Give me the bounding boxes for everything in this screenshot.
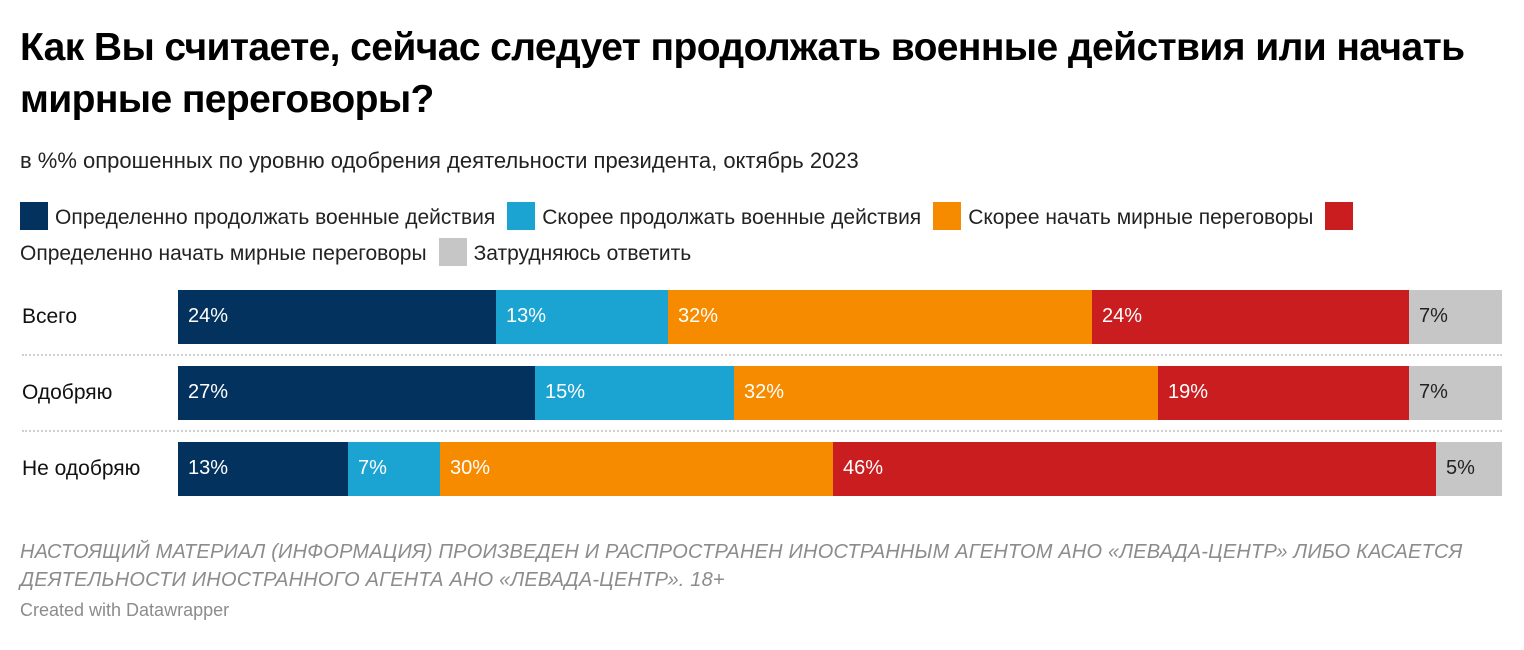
bar-segment: 19% xyxy=(1158,366,1409,420)
data-label: 30% xyxy=(450,457,491,479)
row-separator xyxy=(22,430,1502,432)
bar-segment: 46% xyxy=(833,442,1436,496)
legend-label: Определенно начать мирные переговоры xyxy=(20,242,427,265)
data-label: 15% xyxy=(545,381,586,403)
bar-segment: 7% xyxy=(348,442,440,496)
legend-swatch xyxy=(20,202,48,230)
data-label: 32% xyxy=(744,381,785,403)
stacked-bar: 13% 7% 30% 46% 5% xyxy=(178,442,1502,496)
bar-segment: 27% xyxy=(178,366,535,420)
data-label: 5% xyxy=(1446,457,1475,479)
data-label: 46% xyxy=(843,457,884,479)
category-label: Одобряю xyxy=(22,381,113,404)
category-label: Не одобряю xyxy=(22,457,141,480)
legend-swatch xyxy=(507,202,536,230)
bar-segment: 7% xyxy=(1409,290,1502,344)
chart-subtitle: в %% опрошенных по уровню одобрения деят… xyxy=(20,148,859,173)
data-label: 19% xyxy=(1168,381,1209,403)
legend-label: Определенно продолжать военные действия xyxy=(55,206,496,229)
legend-swatch xyxy=(1325,202,1354,230)
chart-credit: Created with Datawrapper xyxy=(20,600,230,620)
chart-notes: НАСТОЯЩИЙ МАТЕРИАЛ (ИНФОРМАЦИЯ) ПРОИЗВЕД… xyxy=(20,541,1463,591)
data-label: 24% xyxy=(188,305,229,327)
chart-title: Как Вы считаете, сейчас следует продолжа… xyxy=(20,26,1465,121)
stacked-bar: 24% 13% 32% 24% 7% xyxy=(178,290,1502,344)
legend-label: Скорее начать мирные переговоры xyxy=(968,206,1314,229)
legend-item: Определенно продолжать военные действия xyxy=(20,202,496,230)
data-label: 24% xyxy=(1102,305,1143,327)
bar-segment: 13% xyxy=(496,290,668,344)
bar-segment: 32% xyxy=(734,366,1158,420)
data-label: 13% xyxy=(188,457,229,479)
legend-item: Определенно начать мирные переговоры xyxy=(20,202,1360,265)
legend-swatch xyxy=(933,202,962,230)
bar-segment: 24% xyxy=(178,290,496,344)
category-label: Всего xyxy=(22,305,78,328)
bar-segment: 32% xyxy=(668,290,1092,344)
legend-item: Затрудняюсь ответить xyxy=(438,238,692,266)
data-label: 32% xyxy=(678,305,719,327)
legend-item: Скорее начать мирные переговоры xyxy=(933,202,1314,230)
legend-label: Затрудняюсь ответить xyxy=(473,242,692,265)
data-label: 27% xyxy=(188,381,229,403)
data-label: 7% xyxy=(358,457,387,479)
bar-segment: 5% xyxy=(1436,442,1502,496)
bar-segment: 13% xyxy=(178,442,348,496)
stacked-bar: 27% 15% 32% 19% 7% xyxy=(178,366,1502,420)
bar-segment: 7% xyxy=(1409,366,1502,420)
chart-legend: Определенно продолжать военные действия С… xyxy=(20,200,1460,272)
legend-item: Скорее продолжать военные действия xyxy=(507,202,922,230)
data-label: 13% xyxy=(506,305,547,327)
bar-segment: 24% xyxy=(1092,290,1409,344)
bar-segment: 30% xyxy=(440,442,833,496)
bar-segment: 15% xyxy=(535,366,734,420)
data-label: 7% xyxy=(1419,381,1448,403)
data-label: 7% xyxy=(1419,305,1448,327)
row-separator xyxy=(22,354,1502,356)
legend-label: Скорее продолжать военные действия xyxy=(542,206,922,229)
legend-swatch xyxy=(438,238,467,266)
